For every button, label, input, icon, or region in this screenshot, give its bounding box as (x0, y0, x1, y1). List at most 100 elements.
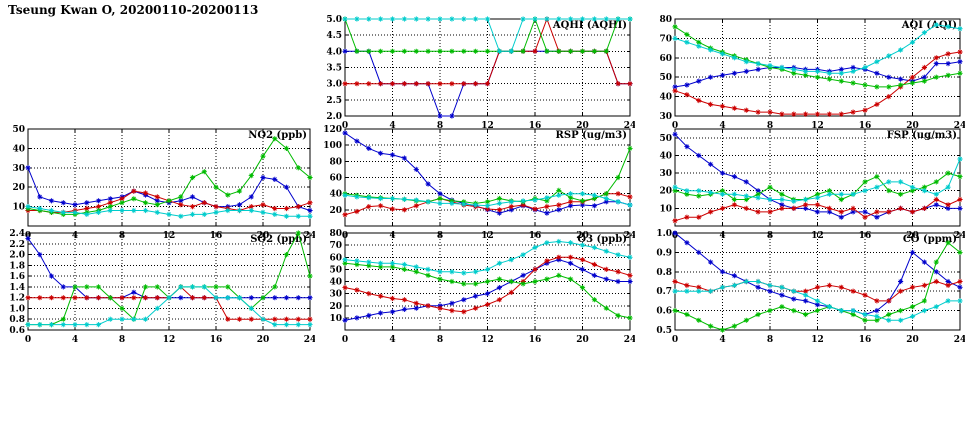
svg-text:0: 0 (672, 335, 678, 345)
svg-text:12: 12 (163, 335, 176, 345)
svg-text:10: 10 (329, 314, 342, 324)
svg-text:60: 60 (329, 253, 342, 263)
svg-text:10: 10 (659, 204, 672, 214)
svg-text:40: 40 (329, 278, 342, 288)
svg-text:NO2 (ppb): NO2 (ppb) (248, 130, 307, 141)
svg-text:O3 (ppb): O3 (ppb) (577, 234, 627, 245)
svg-text:0: 0 (342, 121, 348, 131)
svg-text:FSP (ug/m3): FSP (ug/m3) (887, 130, 957, 141)
svg-text:RSP (ug/m3): RSP (ug/m3) (556, 130, 627, 141)
svg-text:30: 30 (659, 112, 672, 122)
svg-text:1.0: 1.0 (9, 304, 25, 314)
chart-co: 0 4 8 12 16 20 24 0.5 0.6 0.7 0.8 0.9 1.0 CO (ppm) (647, 226, 966, 346)
svg-text:50: 50 (659, 73, 672, 83)
chart-aqi: 0 4 8 12 16 20 24 30 40 50 60 70 80 AQI (AQI) (647, 12, 966, 132)
svg-text:30: 30 (659, 169, 672, 179)
svg-text:0.8: 0.8 (656, 268, 672, 278)
svg-text:16: 16 (859, 121, 872, 131)
svg-text:40: 40 (659, 93, 672, 103)
svg-text:8: 8 (437, 121, 443, 131)
svg-text:4: 4 (389, 335, 395, 345)
chart-rsp: 0 4 8 12 16 20 24 20 40 60 80 100 120 RSP (ug/m3) (317, 122, 636, 242)
chart-o3: 0 4 8 12 16 20 24 10 20 30 40 50 60 70 80 O3 (ppb) (317, 226, 636, 346)
svg-text:4.5: 4.5 (326, 31, 342, 41)
svg-text:2.4: 2.4 (9, 229, 25, 239)
svg-text:24: 24 (304, 335, 315, 345)
page-title: Tseung Kwan O, 20200110-20200113 (8, 3, 259, 17)
o3-plot: 0 4 8 12 16 20 24 10 20 30 40 50 60 70 80 O3 (ppb) (329, 229, 636, 345)
svg-text:4: 4 (719, 335, 725, 345)
svg-text:0.5: 0.5 (656, 326, 672, 336)
svg-text:8: 8 (767, 121, 773, 131)
svg-text:0.7: 0.7 (656, 287, 672, 297)
svg-text:2.0: 2.0 (326, 112, 342, 122)
svg-text:0: 0 (25, 335, 31, 345)
svg-text:5.0: 5.0 (326, 15, 342, 25)
svg-text:8: 8 (767, 335, 773, 345)
svg-text:70: 70 (659, 34, 672, 44)
svg-text:50: 50 (329, 265, 342, 275)
svg-text:16: 16 (529, 121, 542, 131)
svg-text:1.8: 1.8 (9, 261, 25, 271)
svg-text:20: 20 (329, 302, 342, 312)
svg-text:SO2 (ppb): SO2 (ppb) (250, 234, 307, 245)
svg-text:AQHI (AQHI): AQHI (AQHI) (552, 20, 627, 31)
svg-text:20: 20 (576, 121, 589, 131)
svg-text:0.8: 0.8 (9, 315, 25, 325)
svg-text:2.2: 2.2 (9, 240, 25, 250)
svg-text:0: 0 (672, 121, 678, 131)
svg-text:16: 16 (529, 335, 542, 345)
svg-text:2.5: 2.5 (326, 96, 342, 106)
svg-text:16: 16 (859, 335, 872, 345)
svg-text:20: 20 (329, 206, 342, 216)
svg-text:4: 4 (389, 121, 395, 131)
so2-plot: 0 4 8 12 16 20 24 0.60.81.01.21.41.61.82.02.22.… (9, 229, 316, 345)
svg-text:AQI (AQI): AQI (AQI) (901, 20, 957, 31)
svg-text:120: 120 (323, 125, 342, 135)
chart-no2: 0 4 8 12 16 20 24 10 20 30 40 50 NO2 (ppb) (0, 122, 316, 242)
svg-text:1.2: 1.2 (9, 294, 25, 304)
svg-text:12: 12 (811, 335, 824, 345)
svg-text:30: 30 (12, 164, 25, 174)
svg-text:70: 70 (329, 241, 342, 251)
svg-text:30: 30 (329, 290, 342, 300)
svg-text:0.6: 0.6 (656, 307, 672, 317)
svg-text:1.6: 1.6 (9, 272, 25, 282)
svg-text:80: 80 (329, 229, 342, 239)
svg-text:80: 80 (329, 157, 342, 167)
svg-text:24: 24 (624, 121, 635, 131)
chart-fsp: 0 4 8 12 16 20 24 10 20 30 40 50 FSP (ug/m3) (647, 122, 966, 242)
svg-text:20: 20 (12, 183, 25, 193)
svg-text:8: 8 (437, 335, 443, 345)
chart-aqhi: 0 4 8 12 16 20 24 2.0 2.5 3.0 3.5 4.0 4.5 5.0 AQHI (AQ… (317, 12, 636, 132)
svg-text:8: 8 (119, 335, 125, 345)
svg-text:100: 100 (323, 141, 342, 151)
svg-text:16: 16 (210, 335, 223, 345)
svg-text:4.0: 4.0 (326, 47, 342, 57)
svg-text:60: 60 (659, 54, 672, 64)
svg-text:4: 4 (72, 335, 78, 345)
svg-text:20: 20 (257, 335, 270, 345)
svg-text:50: 50 (659, 134, 672, 144)
aqi-plot: 0 4 8 12 16 20 24 30 40 50 60 70 80 AQI (AQI) (659, 15, 966, 131)
svg-text:40: 40 (659, 152, 672, 162)
svg-text:80: 80 (659, 15, 672, 25)
svg-text:0: 0 (342, 335, 348, 345)
svg-text:50: 50 (12, 125, 25, 135)
svg-text:CO (ppm): CO (ppm) (903, 234, 957, 245)
svg-text:12: 12 (481, 121, 494, 131)
aqhi-plot: 0 4 8 12 16 20 24 2.0 2.5 3.0 3.5 4.0 4.5 5.0 AQHI (AQ… (326, 15, 636, 131)
svg-text:3.5: 3.5 (326, 64, 342, 74)
svg-text:0.6: 0.6 (9, 326, 25, 336)
svg-text:24: 24 (954, 121, 965, 131)
chart-so2: 0 4 8 12 16 20 24 0.6 0.8 1.0 1.2 1.4 1.6 1.8 2.0 2.2 2.… (0, 226, 316, 346)
svg-text:24: 24 (954, 335, 965, 345)
svg-text:12: 12 (811, 121, 824, 131)
co-plot: 0 4 8 12 16 20 24 0.5 0.6 0.7 0.8 0.9 1.0 CO (ppm) (656, 229, 966, 345)
svg-text:4: 4 (719, 121, 725, 131)
svg-text:20: 20 (906, 335, 919, 345)
